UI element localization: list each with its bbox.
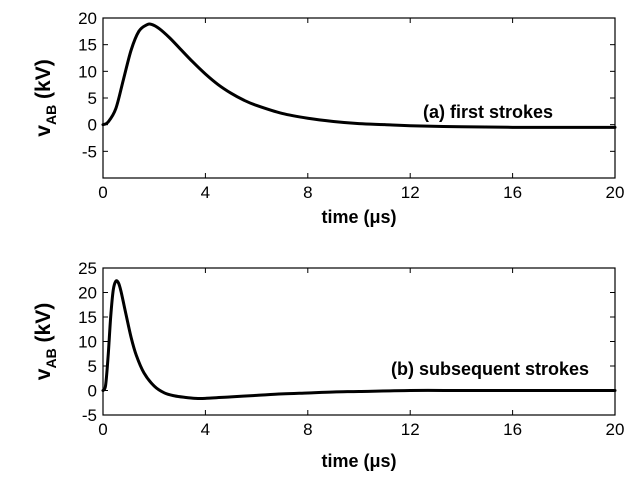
y-tick-label: 20	[78, 9, 97, 28]
y-axis-label: vAB (kV)	[32, 59, 59, 136]
y-tick-label: 15	[78, 308, 97, 327]
y-tick-label: -5	[82, 142, 97, 161]
panel-annotation: (b) subsequent strokes	[391, 359, 589, 379]
x-tick-label: 0	[98, 183, 107, 202]
y-tick-label: 10	[78, 62, 97, 81]
x-tick-label: 20	[606, 420, 625, 439]
x-tick-label: 12	[401, 183, 420, 202]
x-tick-label: 0	[98, 420, 107, 439]
x-tick-label: 4	[201, 420, 210, 439]
x-tick-label: 8	[303, 183, 312, 202]
chart-panel-a: 0 4 8 12 16 20 -5 0 5 10 15 20 (a) first strokes time…	[32, 9, 624, 227]
y-tick-label: 5	[88, 357, 97, 376]
y-tick-label: 10	[78, 333, 97, 352]
x-tick-label: 12	[401, 420, 420, 439]
x-axis-label: time (μs)	[321, 207, 396, 227]
y-tick-label: 25	[78, 259, 97, 278]
y-tick-label: 0	[88, 116, 97, 135]
x-axis-label: time (μs)	[321, 451, 396, 471]
y-tick-label: 15	[78, 36, 97, 55]
y-tick-label: 20	[78, 284, 97, 303]
plot-frame	[102, 17, 616, 179]
x-tick-label: 16	[503, 183, 522, 202]
y-tick-label: 0	[88, 382, 97, 401]
x-tick-label: 8	[303, 420, 312, 439]
y-axis-label: vAB (kV)	[32, 303, 59, 380]
voltage-series-line	[101, 279, 617, 400]
x-tick-label: 20	[606, 183, 625, 202]
x-tick-label: 16	[503, 420, 522, 439]
y-tick-label: -5	[82, 406, 97, 425]
voltage-series-line	[101, 22, 617, 129]
panel-annotation: (a) first strokes	[423, 102, 553, 122]
x-tick-label: 4	[201, 183, 210, 202]
y-tick-label: 5	[88, 89, 97, 108]
